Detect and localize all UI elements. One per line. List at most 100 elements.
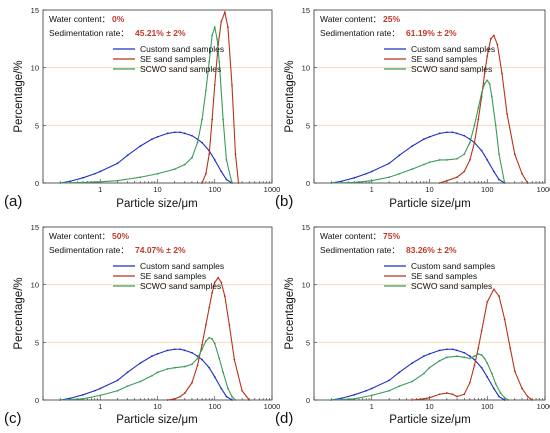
- data-point: [82, 397, 84, 400]
- y-tick-label: 15: [31, 223, 39, 232]
- data-point: [208, 306, 211, 309]
- data-point: [139, 176, 142, 179]
- data-point: [204, 340, 207, 343]
- data-point: [398, 154, 401, 157]
- data-point: [213, 159, 216, 161]
- sedimentation-rate-value: 83.26% ± 2%: [406, 245, 457, 255]
- data-point: [463, 153, 466, 156]
- panel-label: (a): [4, 193, 22, 210]
- data-point: [498, 153, 500, 156]
- data-point: [501, 72, 503, 75]
- data-point: [353, 181, 356, 184]
- data-point: [227, 387, 229, 390]
- data-point: [166, 367, 169, 370]
- data-point: [490, 372, 493, 375]
- data-point: [191, 134, 193, 137]
- data-point: [183, 392, 186, 394]
- data-point: [423, 355, 425, 358]
- data-point: [231, 84, 233, 86]
- data-point: [463, 356, 466, 359]
- data-point: [463, 134, 466, 137]
- data-point: [445, 356, 448, 359]
- legend-label: Custom sand samples: [140, 44, 224, 54]
- y-tick-label: 5: [306, 338, 310, 347]
- data-point: [428, 352, 431, 355]
- data-point: [477, 352, 480, 355]
- series-line-2: [412, 288, 533, 401]
- x-tick-label: 1000: [537, 402, 550, 411]
- data-point: [494, 382, 497, 385]
- data-point: [156, 352, 159, 355]
- data-point: [486, 79, 489, 82]
- data-point: [494, 124, 497, 127]
- data-point: [370, 394, 373, 397]
- data-point: [473, 355, 476, 358]
- y-axis-label: Percentage/%: [284, 277, 296, 349]
- data-point: [483, 82, 486, 85]
- data-point: [208, 153, 211, 156]
- data-point: [59, 182, 62, 184]
- y-tick-label: 5: [35, 121, 39, 130]
- data-point: [211, 118, 214, 121]
- data-point: [340, 180, 343, 183]
- data-point: [204, 324, 207, 326]
- data-point: [438, 159, 441, 161]
- y-tick-label: 10: [302, 281, 310, 290]
- data-point: [438, 132, 441, 135]
- legend-label: SCWO sand samples: [411, 64, 492, 74]
- series-line-2: [439, 34, 529, 184]
- data-point: [480, 329, 483, 332]
- data-point: [201, 141, 203, 144]
- data-point: [183, 365, 186, 368]
- x-tick-label: 1000: [264, 402, 281, 411]
- chart-panel-4: 1 10 100 1000 0 5 10 15 Water content：75% Sedimen…: [275, 223, 550, 427]
- sedimentation-rate-value: 61.19% ± 2%: [406, 28, 457, 38]
- x-tick-label: 1: [98, 402, 102, 411]
- data-point: [492, 387, 495, 390]
- sedimentation-rate-value: 45.21% ± 2%: [135, 28, 186, 38]
- data-point: [488, 82, 491, 85]
- panel-label: (b): [275, 193, 293, 210]
- data-point: [463, 170, 466, 173]
- data-point: [196, 364, 199, 367]
- data-point: [69, 397, 72, 400]
- data-point: [82, 393, 84, 396]
- data-point: [216, 37, 219, 40]
- panel-label: (d): [275, 410, 293, 427]
- legend-label: Custom sand samples: [411, 261, 495, 271]
- data-point: [222, 371, 225, 374]
- water-content-label: Water content：: [320, 14, 381, 24]
- legend-label: Custom sand samples: [411, 44, 495, 54]
- y-tick-label: 0: [306, 396, 310, 405]
- data-point: [151, 374, 153, 377]
- data-point: [93, 389, 96, 392]
- x-tick-label: 1000: [264, 185, 281, 194]
- data-point: [201, 343, 203, 346]
- x-tick-label: 1: [370, 402, 374, 411]
- data-point: [492, 288, 495, 291]
- data-point: [340, 397, 343, 400]
- data-point: [173, 397, 176, 400]
- data-point: [217, 276, 220, 279]
- data-point: [173, 131, 176, 134]
- data-point: [191, 381, 193, 384]
- data-point: [225, 178, 228, 181]
- data-point: [166, 132, 169, 135]
- y-tick-label: 0: [35, 396, 39, 405]
- data-point: [225, 395, 228, 398]
- data-point: [353, 176, 356, 179]
- data-point: [353, 397, 356, 400]
- data-point: [211, 291, 214, 294]
- data-point: [204, 172, 207, 175]
- data-point: [468, 357, 471, 360]
- data-point: [486, 301, 489, 303]
- water-content-label: Water content：: [320, 231, 381, 241]
- data-point: [196, 141, 199, 144]
- data-point: [139, 362, 142, 364]
- x-axis-label: Particle size/μm: [389, 414, 470, 426]
- data-point: [139, 380, 142, 383]
- data-point: [456, 132, 458, 135]
- data-point: [423, 372, 425, 375]
- sedimentation-rate-label: Sedimentation rate：: [320, 28, 400, 38]
- data-point: [463, 393, 466, 396]
